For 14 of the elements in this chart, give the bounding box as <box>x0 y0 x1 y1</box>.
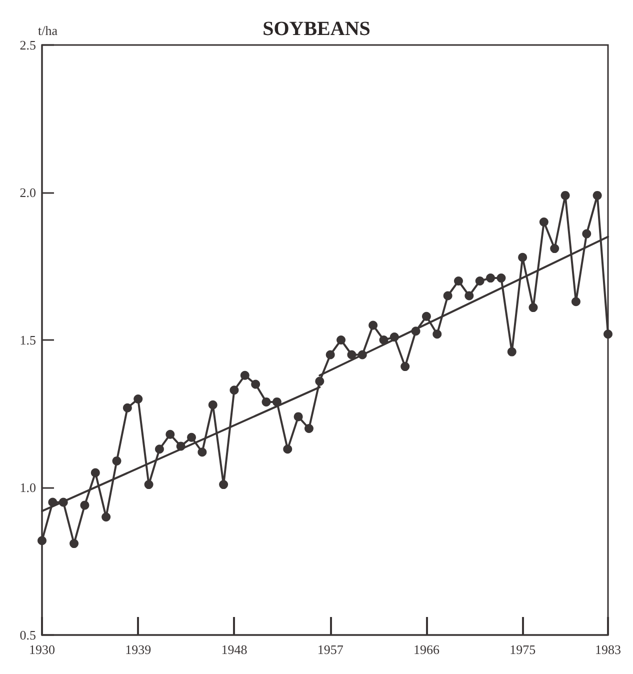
y-tick-label: 2.5 <box>20 38 36 52</box>
x-tick-label: 1930 <box>29 642 55 657</box>
y-tick-label: 2.0 <box>20 185 36 200</box>
y-tick-label: 1.5 <box>20 332 36 348</box>
y-axis-title: t/ha <box>38 23 58 38</box>
x-tick-label: 1983 <box>595 642 621 657</box>
x-tick-label: 1957 <box>317 642 344 657</box>
y-tick-label: 0.5 <box>20 628 36 642</box>
x-tick-label: 1948 <box>221 642 248 657</box>
chart-title: SOYBEANS <box>262 18 370 40</box>
x-tick-label: 1975 <box>510 642 536 657</box>
x-tick-label: 1966 <box>413 642 440 657</box>
x-tick-label: 1939 <box>125 642 152 657</box>
y-tick-label: 1.0 <box>20 480 36 495</box>
